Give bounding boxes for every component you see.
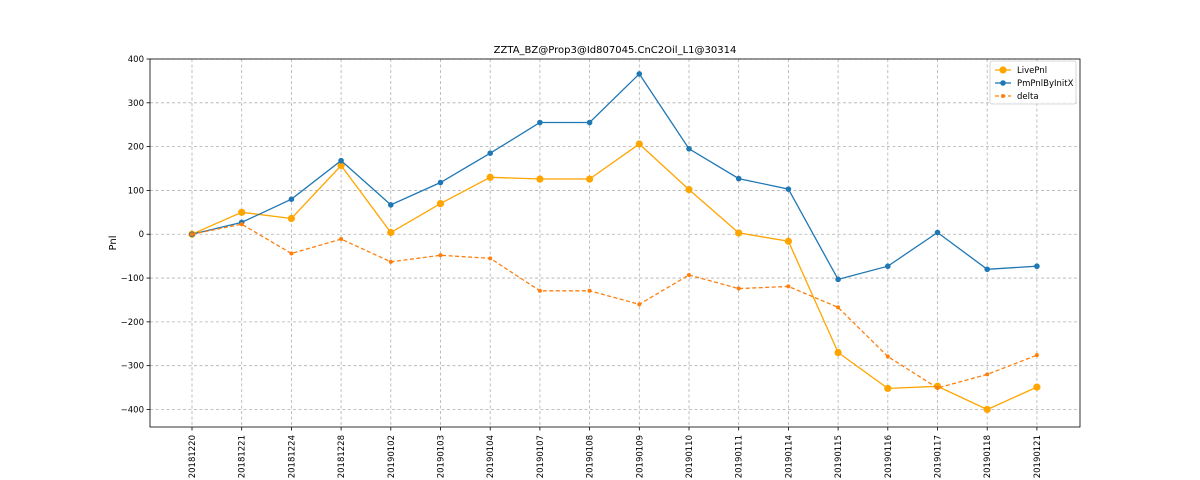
data-point-delta bbox=[339, 237, 344, 242]
data-point-delta bbox=[239, 222, 244, 227]
x-tick-label: 20190118 bbox=[983, 435, 993, 478]
data-point-LivePnl bbox=[287, 214, 295, 223]
y-tick-label: 300 bbox=[128, 99, 144, 109]
x-tick-label: 20190102 bbox=[387, 435, 397, 478]
data-point-LivePnl bbox=[1033, 383, 1041, 391]
y-tick-label: 100 bbox=[128, 186, 144, 196]
data-point-PmPnlByInitX bbox=[537, 119, 543, 126]
data-point-PmPnlByInitX bbox=[934, 229, 941, 236]
legend: LivePnl PmPnlByInitX delta bbox=[989, 60, 1077, 105]
data-point-delta bbox=[438, 253, 443, 258]
x-tick-label: 20190107 bbox=[536, 435, 546, 478]
x-tick-label: 20190109 bbox=[635, 435, 645, 478]
data-point-PmPnlByInitX bbox=[1034, 263, 1040, 270]
data-point-PmPnlByInitX bbox=[636, 71, 643, 77]
data-point-delta bbox=[388, 259, 393, 264]
x-tick-label: 20181220 bbox=[188, 435, 198, 478]
data-point-PmPnlByInitX bbox=[437, 179, 444, 186]
data-point-PmPnlByInitX bbox=[984, 266, 990, 273]
legend-marker-delta bbox=[1001, 94, 1005, 98]
data-point-delta bbox=[1034, 353, 1039, 358]
series-line-delta bbox=[191, 223, 1038, 389]
data-point-delta bbox=[836, 305, 841, 310]
data-point-delta bbox=[985, 372, 990, 377]
x-tick-label: 20190116 bbox=[884, 435, 894, 478]
plot-frame bbox=[149, 58, 1081, 428]
data-point-LivePnl bbox=[387, 228, 395, 237]
y-axis-label: Pnl bbox=[108, 236, 119, 251]
x-tick-label: 20190108 bbox=[586, 435, 596, 478]
data-point-LivePnl bbox=[983, 405, 991, 414]
data-point-delta bbox=[935, 386, 940, 391]
data-point-PmPnlByInitX bbox=[885, 263, 891, 270]
data-point-LivePnl bbox=[586, 175, 594, 183]
x-tick-label: 20190121 bbox=[1033, 435, 1043, 478]
legend-marker-PmPnlByInitX bbox=[1000, 80, 1006, 86]
legend-label-LivePnl: LivePnl bbox=[1017, 66, 1047, 76]
data-point-PmPnlByInitX bbox=[785, 186, 792, 192]
data-point-LivePnl bbox=[784, 237, 793, 245]
x-axis: 20181220 20181221 20181224 20181228 20190102… bbox=[188, 427, 1043, 478]
data-point-delta bbox=[289, 251, 294, 256]
data-point-delta bbox=[885, 354, 890, 359]
y-tick-label: 0 bbox=[139, 230, 144, 240]
data-point-PmPnlByInitX bbox=[686, 146, 692, 152]
data-point-PmPnlByInitX bbox=[835, 276, 841, 283]
data-point-LivePnl bbox=[834, 348, 842, 357]
legend-label-delta: delta bbox=[1017, 92, 1039, 102]
data-point-PmPnlByInitX bbox=[388, 202, 394, 208]
data-point-delta bbox=[190, 232, 194, 237]
y-tick-label: −400 bbox=[121, 405, 144, 415]
data-point-LivePnl bbox=[635, 140, 643, 148]
x-tick-label: 20181228 bbox=[337, 435, 347, 478]
series-line-LivePnl bbox=[191, 143, 1038, 411]
data-point-LivePnl bbox=[884, 384, 892, 393]
y-tick-label: 400 bbox=[128, 55, 144, 65]
x-tick-label: 20190103 bbox=[437, 435, 447, 478]
y-axis: −400 −300 −200 −100 0 100 200 300 400 bbox=[121, 55, 150, 415]
x-tick-label: 20190110 bbox=[685, 435, 695, 478]
series-LivePnl bbox=[188, 140, 1041, 414]
series-line-PmPnlByInitX bbox=[191, 72, 1037, 281]
chart-title: ZZTA_BZ@Prop3@Id807045.CnC2Oil_L1@30314 bbox=[494, 45, 737, 56]
data-point-LivePnl bbox=[238, 208, 246, 216]
x-tick-label: 20190117 bbox=[934, 435, 944, 478]
data-point-delta bbox=[488, 256, 493, 261]
data-point-delta bbox=[786, 284, 791, 289]
data-point-PmPnlByInitX bbox=[487, 150, 494, 156]
data-point-PmPnlByInitX bbox=[288, 196, 295, 202]
data-point-PmPnlByInitX bbox=[586, 119, 593, 126]
data-point-LivePnl bbox=[337, 161, 345, 170]
grid bbox=[150, 58, 1080, 427]
data-point-delta bbox=[637, 302, 642, 307]
x-tick-label: 20181221 bbox=[238, 435, 248, 478]
legend-marker-LivePnl bbox=[999, 66, 1007, 74]
y-tick-label: −300 bbox=[121, 362, 144, 372]
legend-label-PmPnlByInitX: PmPnlByInitX bbox=[1017, 79, 1074, 89]
x-tick-label: 20181224 bbox=[287, 435, 297, 478]
data-point-LivePnl bbox=[685, 185, 693, 194]
data-point-PmPnlByInitX bbox=[735, 175, 742, 182]
data-point-LivePnl bbox=[486, 173, 494, 181]
x-tick-label: 20190104 bbox=[486, 435, 496, 478]
data-point-delta bbox=[736, 286, 741, 291]
x-tick-label: 20190115 bbox=[834, 435, 844, 478]
data-point-delta bbox=[537, 288, 542, 293]
data-point-LivePnl bbox=[536, 175, 544, 183]
x-tick-label: 20190114 bbox=[784, 435, 794, 478]
y-tick-label: −100 bbox=[121, 274, 144, 284]
y-tick-label: −200 bbox=[121, 318, 144, 328]
data-point-PmPnlByInitX bbox=[338, 157, 344, 164]
x-tick-label: 20190111 bbox=[735, 435, 745, 478]
data-point-delta bbox=[587, 288, 592, 293]
y-tick-label: 200 bbox=[128, 143, 144, 153]
data-point-delta bbox=[687, 272, 691, 277]
series-delta bbox=[190, 222, 1039, 391]
legend-box bbox=[989, 60, 1077, 105]
data-point-LivePnl bbox=[735, 229, 743, 237]
series-layer bbox=[188, 71, 1041, 414]
data-point-LivePnl bbox=[436, 199, 445, 208]
